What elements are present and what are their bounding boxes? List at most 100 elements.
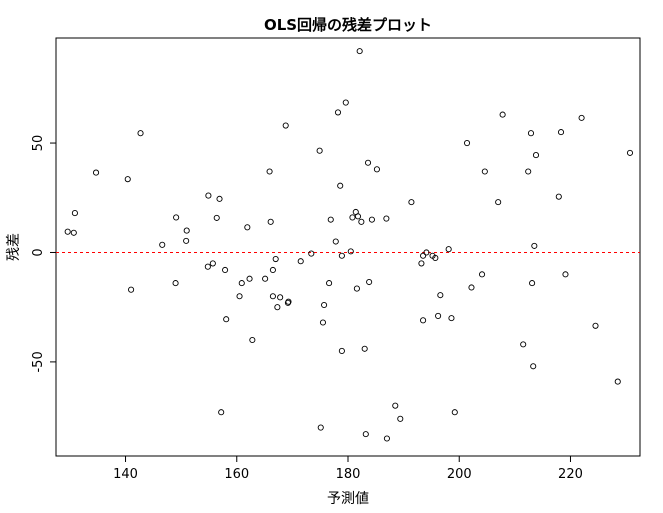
data-point	[420, 317, 427, 324]
data-point	[92, 169, 100, 176]
data-point	[327, 216, 334, 223]
data-point	[364, 159, 372, 166]
data-point	[531, 242, 538, 249]
data-point	[173, 214, 180, 221]
data-point	[392, 402, 399, 409]
x-tick-label: 180	[336, 467, 361, 482]
y-axis-label: 残差	[6, 233, 22, 261]
data-point	[432, 254, 439, 261]
data-point	[266, 168, 273, 175]
data-point	[274, 304, 281, 311]
data-point	[557, 129, 565, 136]
data-point	[277, 294, 284, 301]
data-point	[347, 248, 354, 255]
x-axis: 140 160 180 200 220	[113, 456, 583, 482]
data-point	[124, 176, 131, 183]
data-point	[445, 246, 452, 253]
data-point	[354, 213, 362, 220]
data-point	[373, 166, 380, 173]
data-point	[64, 228, 71, 235]
data-point	[420, 252, 427, 259]
data-point	[495, 199, 502, 206]
data-point	[223, 316, 230, 323]
data-point	[592, 322, 599, 329]
data-point	[368, 216, 375, 223]
data-point	[204, 263, 211, 270]
data-point	[361, 345, 368, 352]
data-point	[297, 258, 304, 265]
data-point	[366, 278, 373, 286]
data-point	[423, 249, 430, 256]
data-point	[481, 168, 488, 175]
data-point	[285, 298, 292, 305]
data-point	[525, 168, 532, 175]
data-point	[222, 266, 229, 274]
data-point	[356, 48, 363, 55]
data-point	[342, 99, 349, 106]
data-point	[532, 152, 540, 159]
data-point	[334, 109, 342, 116]
data-point	[236, 293, 243, 300]
data-point	[499, 111, 506, 118]
y-tick-label: -50	[31, 351, 46, 372]
data-point	[244, 224, 251, 231]
data-point	[321, 301, 328, 309]
chart-title: OLS回帰の残差プロット	[264, 16, 432, 34]
x-tick-label: 200	[447, 467, 472, 482]
data-point	[317, 424, 324, 431]
x-tick-label: 220	[558, 467, 583, 482]
data-point	[159, 241, 166, 248]
data-point	[213, 214, 220, 221]
data-point	[249, 336, 256, 344]
data-point	[562, 271, 569, 278]
data-point	[316, 147, 323, 154]
data-point	[262, 275, 269, 282]
data-point	[463, 139, 471, 147]
data-point	[319, 319, 327, 326]
x-axis-label: 予測値	[327, 491, 369, 507]
data-point	[468, 284, 475, 291]
data-point	[358, 218, 365, 225]
data-point	[338, 347, 345, 355]
data-point	[128, 286, 135, 293]
data-point	[349, 214, 356, 221]
data-point	[282, 122, 289, 129]
data-point	[435, 312, 442, 319]
data-point	[183, 237, 190, 244]
scatter-points	[64, 48, 634, 442]
data-point	[578, 114, 585, 121]
data-point	[308, 250, 315, 257]
data-point	[418, 260, 425, 267]
data-point	[172, 280, 179, 287]
data-point	[332, 238, 339, 245]
data-point	[353, 285, 360, 292]
data-point	[218, 409, 225, 416]
data-point	[338, 252, 345, 259]
data-point	[71, 210, 78, 217]
data-point	[527, 130, 535, 137]
data-point	[437, 292, 444, 299]
data-point	[383, 435, 390, 442]
data-point	[337, 182, 344, 189]
data-point	[478, 271, 486, 278]
data-point	[530, 363, 537, 370]
data-point	[216, 195, 223, 202]
data-point	[448, 315, 455, 322]
data-point	[246, 275, 253, 282]
x-tick-label: 140	[113, 467, 138, 482]
data-point	[205, 192, 212, 199]
data-point	[267, 218, 274, 225]
data-point	[397, 415, 404, 422]
data-point	[529, 280, 536, 287]
y-axis: -50 0 50	[31, 135, 56, 373]
data-point	[555, 193, 562, 200]
data-point	[272, 255, 279, 263]
data-point	[183, 227, 190, 234]
data-point	[626, 149, 634, 156]
data-point	[238, 280, 245, 287]
data-point	[70, 229, 77, 236]
data-point	[451, 409, 458, 416]
data-point	[383, 215, 390, 222]
y-tick-label: 50	[31, 135, 46, 152]
